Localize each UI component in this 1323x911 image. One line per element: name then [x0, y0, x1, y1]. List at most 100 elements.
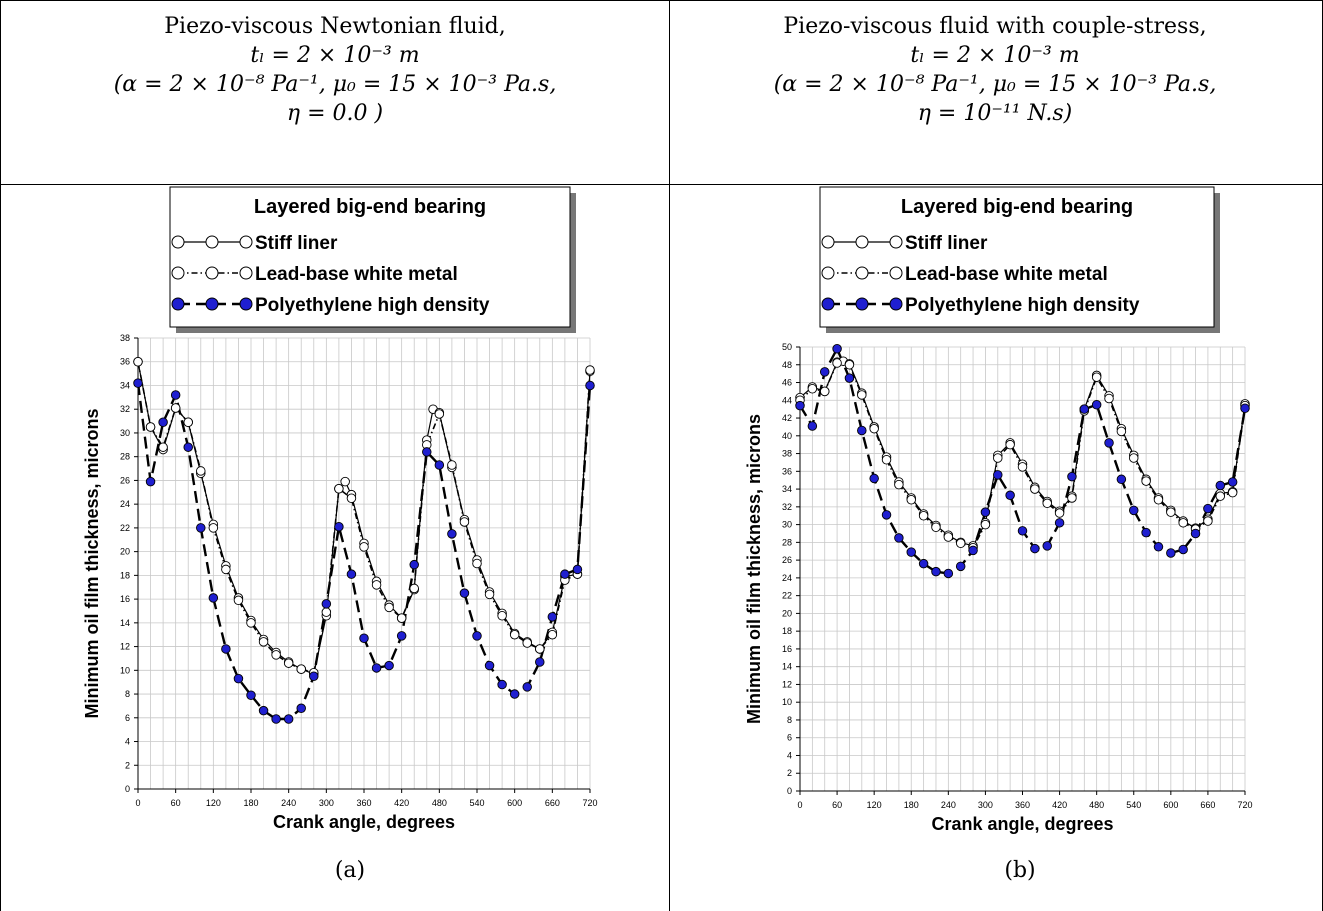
legend-label-1: Lead-base white metal [255, 264, 458, 285]
series-1-point [396, 613, 407, 623]
legend-marker-2 [855, 297, 869, 311]
series-1-point [1054, 508, 1065, 518]
panel-b-header-line3: (α = 2 × 10⁻⁸ Pa⁻¹, μ₀ = 15 × 10⁻³ Pa.s, [773, 72, 1217, 97]
series-2-point [819, 367, 830, 377]
series-2-point [1227, 477, 1238, 487]
table-border-top [0, 0, 1323, 1]
series-1-point [384, 602, 394, 613]
series-2-point [133, 378, 143, 388]
series-1-point [359, 542, 369, 552]
y-tick-label: 2 [125, 760, 130, 770]
x-tick-label: 0 [135, 798, 140, 808]
legend-title: Layered big-end bearing [901, 196, 1133, 218]
legend-label-2: Polyethylene high density [255, 295, 490, 316]
panel-a-header-line1: Piezo-viscous Newtonian fluid, [164, 14, 506, 39]
series-1-point [1129, 453, 1139, 463]
legend-marker-2 [205, 297, 219, 311]
series-1-point [447, 460, 457, 470]
legend-marker-1 [205, 266, 219, 280]
y-tick-label: 36 [120, 357, 130, 367]
series-2-point [869, 473, 879, 484]
series-2-point [246, 690, 256, 700]
y-tick-label: 18 [120, 570, 130, 580]
panel-a-header-line2: tₗ = 2 × 10⁻³ m [250, 43, 420, 68]
series-2-point [183, 442, 193, 452]
y-tick-label: 6 [787, 733, 792, 743]
series-2-point [1153, 542, 1164, 552]
y-tick-label: 20 [120, 547, 130, 557]
x-tick-label: 180 [243, 798, 258, 808]
series-2-point [1141, 527, 1151, 538]
legend-marker-0 [171, 235, 185, 249]
y-tick-label: 10 [120, 665, 130, 675]
series-2-point [422, 447, 432, 457]
series-1-point [993, 453, 1003, 463]
y-tick-label: 4 [787, 750, 792, 760]
series-2-point [484, 660, 495, 671]
y-tick-label: 50 [782, 342, 792, 352]
y-tick-label: 16 [120, 594, 130, 604]
series-2-point [1054, 518, 1065, 528]
series-2-point [1017, 526, 1028, 536]
legend-marker-1 [171, 266, 185, 280]
series-1-point [1227, 487, 1238, 498]
series-2-point [1178, 544, 1188, 555]
series-2-point [359, 633, 369, 644]
y-tick-label: 16 [782, 644, 792, 654]
panel-a-caption: (a) [334, 858, 366, 883]
series-2-point [844, 373, 855, 383]
y-tick-label: 10 [782, 697, 792, 707]
y-tick-label: 38 [120, 333, 130, 343]
series-2-point [1203, 503, 1213, 514]
y-tick-label: 38 [782, 449, 792, 459]
series-2-point [170, 390, 181, 400]
series-2-point [145, 476, 156, 487]
series-1-point [857, 390, 867, 400]
series-2-point [857, 425, 867, 436]
legend-marker-0 [821, 235, 835, 249]
x-tick-label: 660 [1200, 800, 1215, 810]
series-2-point [396, 631, 407, 641]
y-tick-label: 14 [120, 618, 130, 628]
series-2-point [980, 507, 991, 517]
series-1-point [869, 423, 879, 434]
series-2-point [918, 558, 929, 569]
series-2-point [158, 417, 168, 428]
legend-label-1: Lead-base white metal [905, 264, 1108, 285]
x-tick-label: 360 [356, 798, 371, 808]
series-2-point [409, 559, 419, 570]
series-1-point [497, 610, 507, 621]
x-tick-label: 300 [978, 800, 993, 810]
series-2-point [894, 533, 904, 543]
series-2-point [955, 561, 966, 572]
y-tick-label: 0 [787, 786, 792, 796]
series-2-point [296, 703, 306, 714]
series-2-point [472, 631, 482, 641]
series-1-point [434, 409, 445, 419]
series-1-point [221, 564, 231, 575]
panel-a-header: Piezo-viscous Newtonian fluid, tₗ = 2 × … [10, 12, 660, 128]
series-2-point [1005, 490, 1015, 501]
y-tick-label: 26 [120, 475, 130, 485]
series-1-point [547, 629, 558, 640]
y-tick-label: 22 [782, 591, 792, 601]
series-2-point [560, 569, 570, 579]
series-2-point [221, 644, 231, 654]
x-tick-label: 480 [432, 798, 447, 808]
series-1-point [258, 637, 269, 647]
series-2-point [943, 568, 954, 579]
series-1-point [980, 519, 991, 530]
y-tick-label: 6 [125, 713, 130, 723]
series-2-point [1240, 403, 1250, 414]
y-tick-label: 12 [120, 642, 130, 652]
series-2-point [1030, 543, 1040, 554]
series-2-point [931, 566, 941, 577]
series-1-point [170, 403, 181, 413]
legend-marker-1 [855, 266, 869, 280]
series-1-point [271, 650, 281, 660]
series-1-point [931, 522, 941, 533]
series-2-point [1215, 480, 1226, 491]
legend-marker-2 [171, 297, 185, 311]
series-1-point [196, 466, 206, 476]
legend-label-0: Stiff liner [905, 233, 988, 254]
